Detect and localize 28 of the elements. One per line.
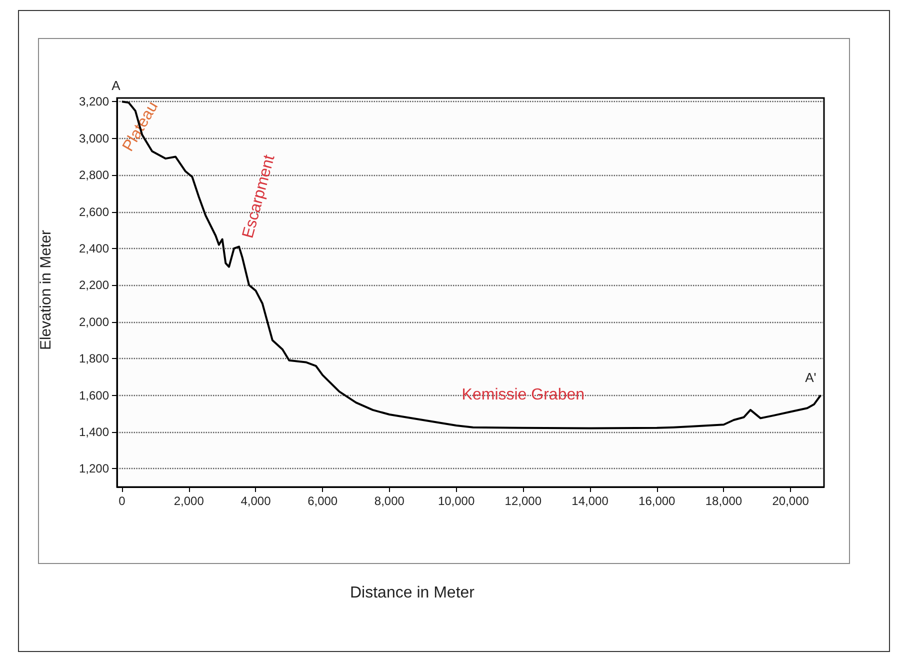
x-tick-label: 6,000 bbox=[308, 494, 338, 508]
y-tick-label: 3,000 bbox=[78, 131, 110, 146]
x-tick-label: 4,000 bbox=[240, 494, 272, 508]
x-tick-label: 0 bbox=[118, 494, 126, 508]
x-axis-title: Distance in Meter bbox=[350, 584, 476, 602]
y-tick-label: 2,000 bbox=[78, 314, 110, 329]
y-tick-label: 1,400 bbox=[78, 424, 110, 439]
x-tick-label: 10,000 bbox=[438, 494, 475, 508]
line-series bbox=[121, 100, 822, 430]
x-tick-label: 2,000 bbox=[174, 494, 204, 508]
x-tick-label: 20,000 bbox=[772, 494, 810, 508]
y-tick-label: 2,400 bbox=[78, 241, 110, 256]
x-tick-label: 8,000 bbox=[374, 494, 405, 508]
x-tick-label: 18,000 bbox=[705, 494, 742, 508]
y-tick-label: 1,600 bbox=[78, 388, 110, 402]
x-tick-label: 16,000 bbox=[638, 494, 676, 508]
annotation: Kemissie Graben bbox=[462, 386, 585, 404]
y-tick-label: 2,800 bbox=[78, 168, 110, 182]
y-tick-label: 2,600 bbox=[78, 204, 110, 219]
y-axis-title: Elevation in Meter bbox=[38, 230, 54, 350]
x-tick-label: 14,000 bbox=[572, 494, 609, 508]
annotation: A bbox=[112, 78, 121, 94]
y-tick-label: 3,200 bbox=[78, 94, 110, 109]
y-tick-label: 1,200 bbox=[78, 462, 110, 476]
y-tick-label: 2,200 bbox=[78, 278, 110, 292]
x-tick-label: 12,000 bbox=[504, 494, 542, 508]
annotation: A' bbox=[805, 370, 816, 385]
y-tick-label: 1,800 bbox=[78, 352, 110, 366]
